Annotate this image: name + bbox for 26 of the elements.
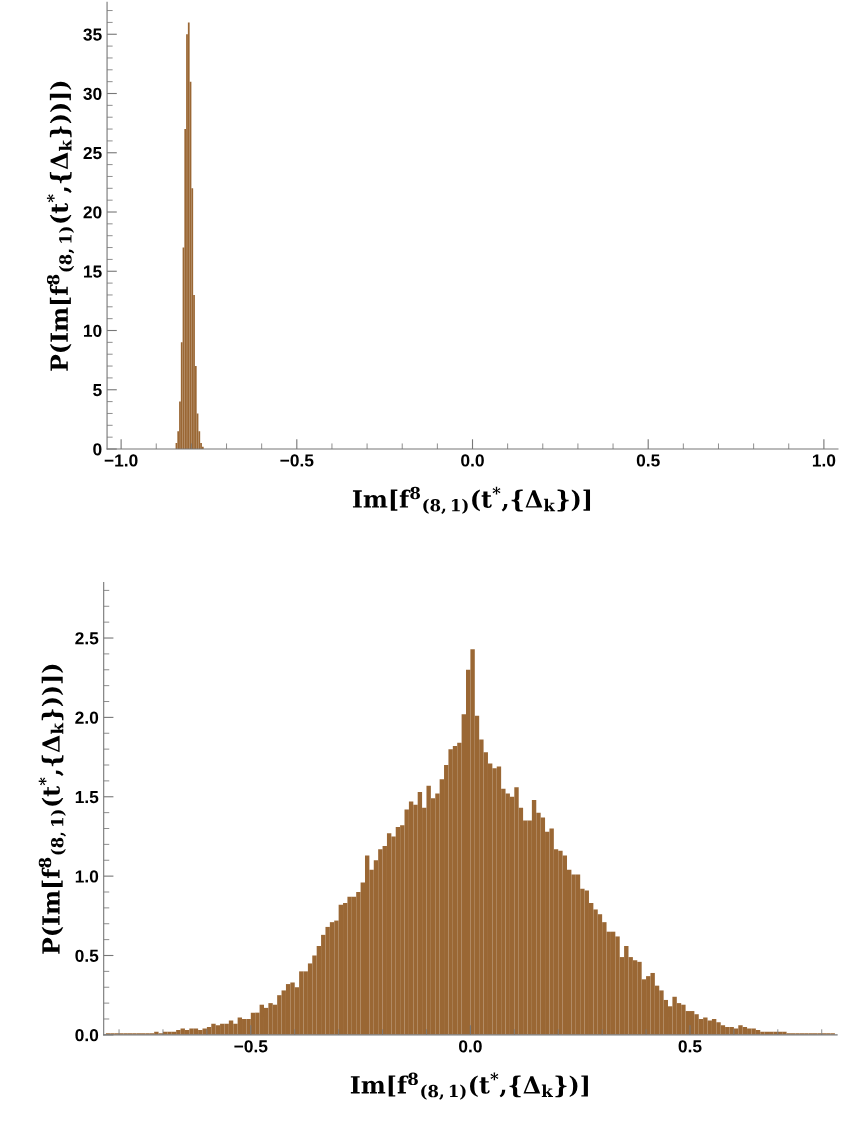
y-tick-label: 10	[83, 324, 102, 337]
x-tick-label: 0.5	[678, 1040, 702, 1053]
y-axis-title: P(Im[f$^{8}$$_{(8,1)}$(t$^{*}$,{Δ$_{k}$}))])	[38, 664, 66, 954]
x-axis-title: Im[f$^{8}$$_{(8,1)}$(t$^{*}$,{Δ$_{k}$})]	[350, 1072, 588, 1100]
y-tick-label: 5	[93, 384, 102, 397]
y-tick-label: 1.5	[75, 791, 99, 804]
y-tick-label: 1.0	[75, 870, 99, 883]
x-tick-label: 0.5	[636, 454, 660, 467]
y-tick-label: 25	[83, 146, 102, 160]
x-tick-label: −0.5	[234, 1040, 268, 1053]
x-tick-label: 0.0	[459, 1040, 482, 1053]
x-tick-label: −1.0	[104, 454, 138, 467]
y-tick-label: 0.0	[75, 1029, 99, 1042]
x-tick-label: −0.5	[280, 454, 314, 467]
y-tick-label: 35	[83, 28, 102, 41]
y-tick-label: 15	[83, 265, 102, 278]
y-tick-label: 0.5	[75, 949, 99, 962]
y-tick-label: 0	[93, 443, 102, 456]
x-axis-title: Im[f$^{8}$$_{(8,1)}$(t$^{*}$,{Δ$_{k}$})]	[352, 486, 591, 514]
x-tick-label: 1.0	[812, 454, 836, 467]
y-tick-label: 20	[83, 206, 102, 219]
y-tick-label: 2.0	[75, 711, 99, 724]
y-tick-label: 30	[83, 87, 102, 100]
y-tick-label: 2.5	[75, 632, 99, 645]
y-axis-title: P(Im[f$^{8}$$_{(8,1)}$(t$^{*}$,{Δ$_{k}$}))])	[46, 81, 75, 371]
x-tick-label: 0.0	[461, 454, 484, 467]
